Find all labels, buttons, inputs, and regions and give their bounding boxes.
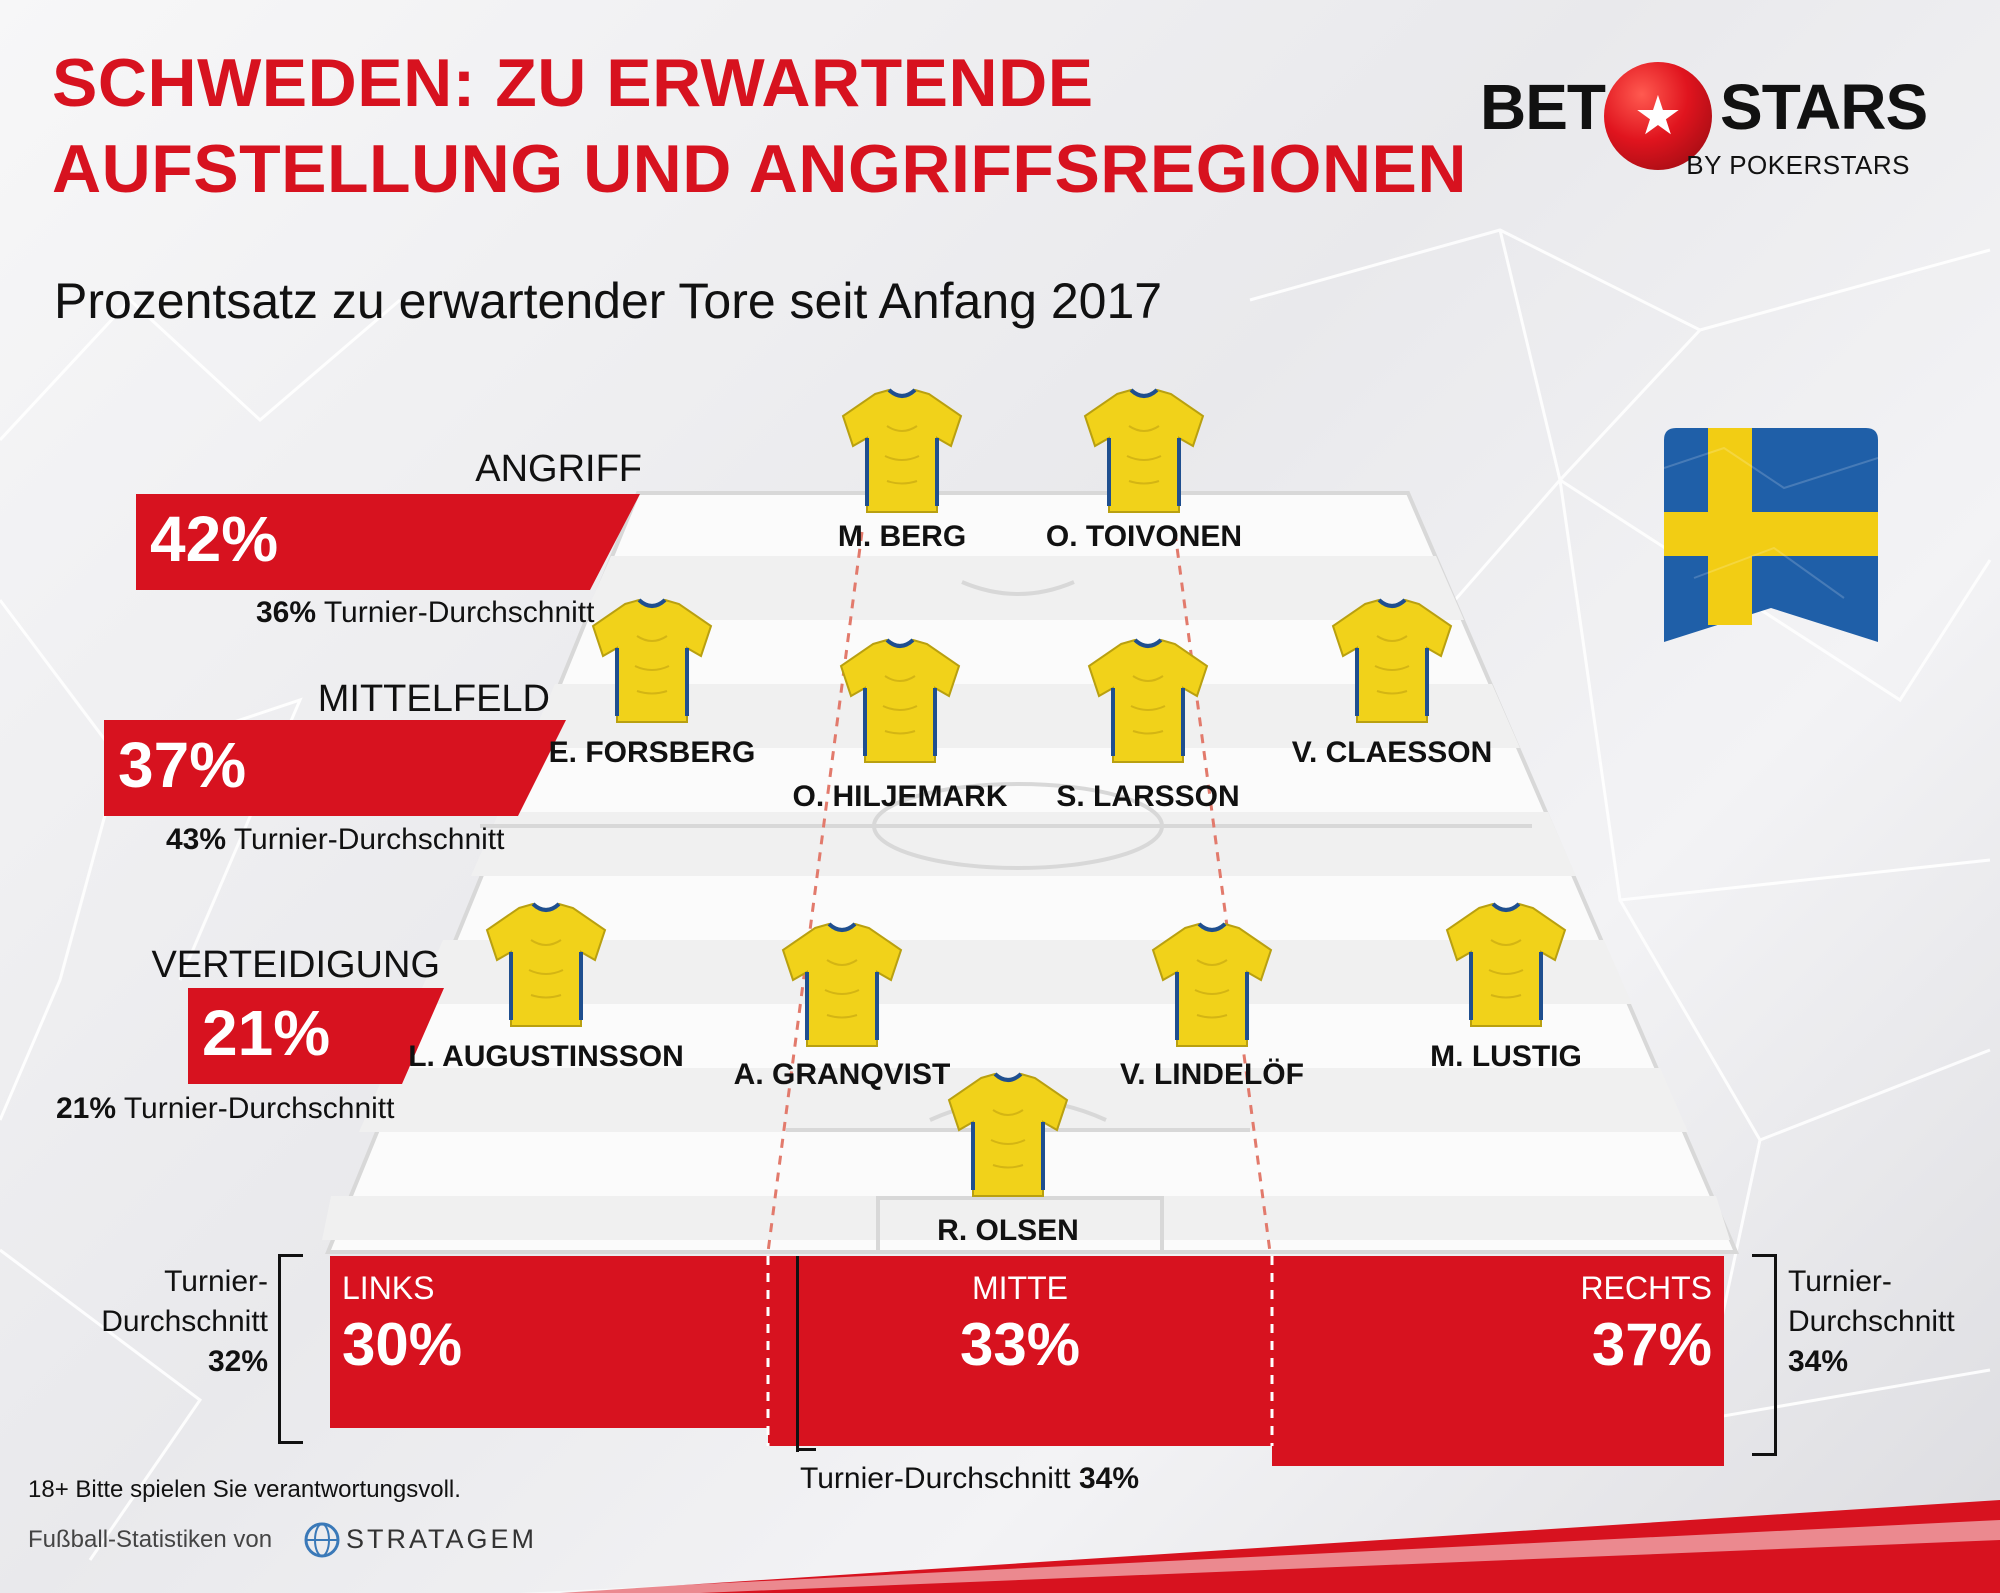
jersey-icon <box>481 900 611 1030</box>
zone-box-mittelfeld <box>104 720 566 816</box>
zone-value-verteidigung: 21% <box>202 997 331 1069</box>
jersey-icon <box>1083 636 1213 766</box>
title-line-2: AUFSTELLUNG UND ANGRIFFSREGIONEN <box>52 131 1468 207</box>
player-name: V. LINDELÖF <box>1120 1058 1304 1091</box>
zone-box-angriff <box>136 494 640 590</box>
logo-by-pokerstars: BY POKERSTARS <box>1686 150 1910 180</box>
jersey-icon <box>835 636 965 766</box>
zone-label-angriff: ANGRIFF <box>475 448 642 490</box>
jersey-icon <box>1441 900 1571 1030</box>
disclaimer: 18+ Bitte spielen Sie verantwortungsvoll… <box>28 1476 461 1503</box>
stratagem-logo: STRATAGEM <box>346 1524 538 1554</box>
bracket-rechts <box>1752 1254 1777 1456</box>
player-name: M. BERG <box>837 520 967 553</box>
logo-star-icon: ★ <box>1633 86 1683 146</box>
player-name: V. CLAESSON <box>1291 736 1493 769</box>
player-name: O. HILJEMARK <box>792 780 1008 813</box>
player-name: O. TOIVONEN <box>1045 520 1243 553</box>
logo-ball-icon: ★ <box>1604 62 1712 170</box>
title-line-1: SCHWEDEN: ZU ERWARTENDE <box>52 45 1094 121</box>
zone-value-mittelfeld: 37% <box>118 729 247 801</box>
sweden-flag-icon <box>1664 428 1878 642</box>
jersey-icon <box>1147 920 1277 1050</box>
jersey-icon <box>837 386 967 516</box>
zone-label-mittelfeld: MITTELFELD <box>317 678 550 720</box>
zone-avg-angriff: 36% Turnier-Durchschnitt <box>256 596 595 629</box>
column-links-value: 30% <box>342 1311 463 1378</box>
avg-rechts: Turnier- Durchschnitt 34% <box>1788 1265 1955 1378</box>
avg-mitte: Turnier-Durchschnitt 34% <box>800 1462 1140 1495</box>
player-name: S. LARSSON <box>1056 780 1240 813</box>
column-links: LINKS 30% <box>330 1256 768 1428</box>
bracket-mitte-foot <box>796 1448 816 1451</box>
player-name: A. GRANQVIST <box>733 1058 951 1091</box>
zone-avg-mittelfeld: 43% Turnier-Durchschnitt <box>166 823 505 856</box>
logo-stars: STARS <box>1720 71 1928 143</box>
betstars-logo: BET ★ STARS BY POKERSTARS <box>1480 62 1940 190</box>
jersey-icon <box>943 1070 1073 1200</box>
jersey-icon <box>1327 596 1457 726</box>
avg-links: Turnier- Durchschnitt 32% <box>101 1265 268 1378</box>
player-name: L. AUGUSTINSSON <box>408 1040 684 1073</box>
subtitle: Prozentsatz zu erwartender Tore seit Anf… <box>54 273 1163 329</box>
logo-bet: BET <box>1480 71 1606 143</box>
zone-box-verteidigung <box>188 988 444 1084</box>
zone-value-angriff: 42% <box>150 503 279 575</box>
zone-avg-verteidigung: 21% Turnier-Durchschnitt <box>56 1092 395 1125</box>
column-mitte-label: MITTE <box>972 1270 1068 1306</box>
column-rechts-label: RECHTS <box>1580 1270 1712 1306</box>
stratagem-globe-icon <box>304 1522 340 1558</box>
column-mitte: MITTE 33% <box>768 1256 1272 1446</box>
bottom-swoosh <box>520 1500 2000 1593</box>
stats-by: Fußball-Statistiken von <box>28 1526 273 1553</box>
column-rechts-value: 37% <box>1591 1311 1712 1378</box>
player-name: M. LUSTIG <box>1430 1040 1582 1073</box>
bracket-links <box>278 1254 303 1444</box>
jersey-icon <box>587 596 717 726</box>
column-dashed-lines <box>766 1256 1274 1446</box>
player-name: E. FORSBERG <box>548 736 756 769</box>
column-links-label: LINKS <box>342 1270 435 1306</box>
bracket-mitte <box>796 1256 803 1452</box>
jersey-icon <box>1079 386 1209 516</box>
player-name: R. OLSEN <box>937 1214 1079 1247</box>
zone-label-verteidigung: VERTEIDIGUNG <box>151 944 440 986</box>
page-title: SCHWEDEN: ZU ERWARTENDE AUFSTELLUNG UND … <box>52 40 1502 212</box>
column-rechts: RECHTS 37% <box>1272 1256 1724 1466</box>
column-mitte-value: 33% <box>959 1311 1081 1378</box>
jersey-icon <box>777 920 907 1050</box>
